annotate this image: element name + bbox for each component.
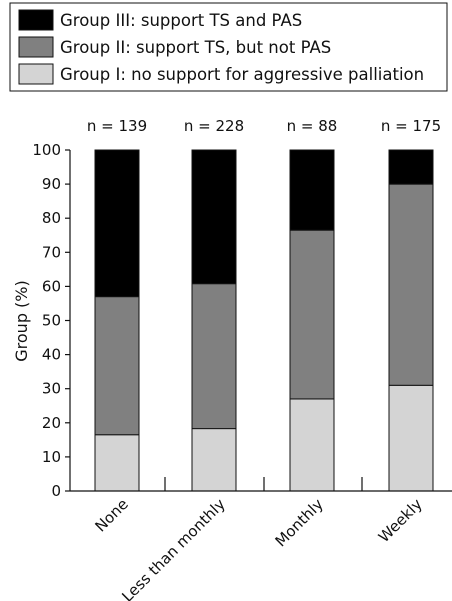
legend-label: Group I: no support for aggressive palli… — [60, 65, 424, 84]
legend: Group III: support TS and PAS Group II: s… — [9, 2, 448, 92]
legend-swatch — [18, 9, 54, 31]
legend-swatch — [18, 63, 54, 85]
bar-segment — [289, 149, 335, 231]
x-category-label: Weekly — [375, 495, 426, 546]
bars — [94, 149, 434, 492]
y-tick-label: 0 — [51, 482, 61, 500]
y-axis: 0 10 20 30 40 50 60 70 80 90 100 — [32, 141, 71, 500]
x-category-label: Monthly — [272, 495, 327, 550]
bar-segment — [289, 229, 335, 400]
y-axis-title: Group (%) — [12, 280, 31, 361]
legend-swatch — [18, 36, 54, 58]
n-label: n = 175 — [381, 117, 441, 135]
bar-segment — [191, 149, 237, 285]
n-label: n = 139 — [87, 117, 147, 135]
y-tick-label: 50 — [42, 312, 61, 330]
bar-segment — [388, 384, 434, 492]
bar-segment — [94, 434, 140, 492]
legend-box — [9, 2, 448, 92]
bar-segment — [94, 296, 140, 436]
y-tick-label: 70 — [42, 243, 61, 261]
bar-segment — [191, 283, 237, 430]
y-tick-label: 100 — [32, 141, 61, 159]
n-label: n = 228 — [184, 117, 244, 135]
y-tick-label: 40 — [42, 346, 61, 364]
bar-segment — [191, 428, 237, 492]
y-tick-label: 10 — [42, 448, 61, 466]
x-category-label: Less than monthly — [118, 495, 229, 601]
bar-segment — [289, 398, 335, 492]
n-label: n = 88 — [287, 117, 338, 135]
bar-segment — [94, 149, 140, 298]
sample-size-labels: n = 139 n = 228 n = 88 n = 175 — [87, 117, 441, 135]
x-category-label: None — [91, 495, 131, 535]
legend-label: Group II: support TS, but not PAS — [60, 38, 331, 57]
legend-label: Group III: support TS and PAS — [60, 11, 302, 30]
y-tick-label: 30 — [42, 380, 61, 398]
y-tick-label: 20 — [42, 414, 61, 432]
y-tick-label: 60 — [42, 277, 61, 295]
bar-segment — [388, 149, 434, 185]
bar-segment — [388, 183, 434, 386]
y-tick-label: 80 — [42, 209, 61, 227]
y-tick-label: 90 — [42, 175, 61, 193]
